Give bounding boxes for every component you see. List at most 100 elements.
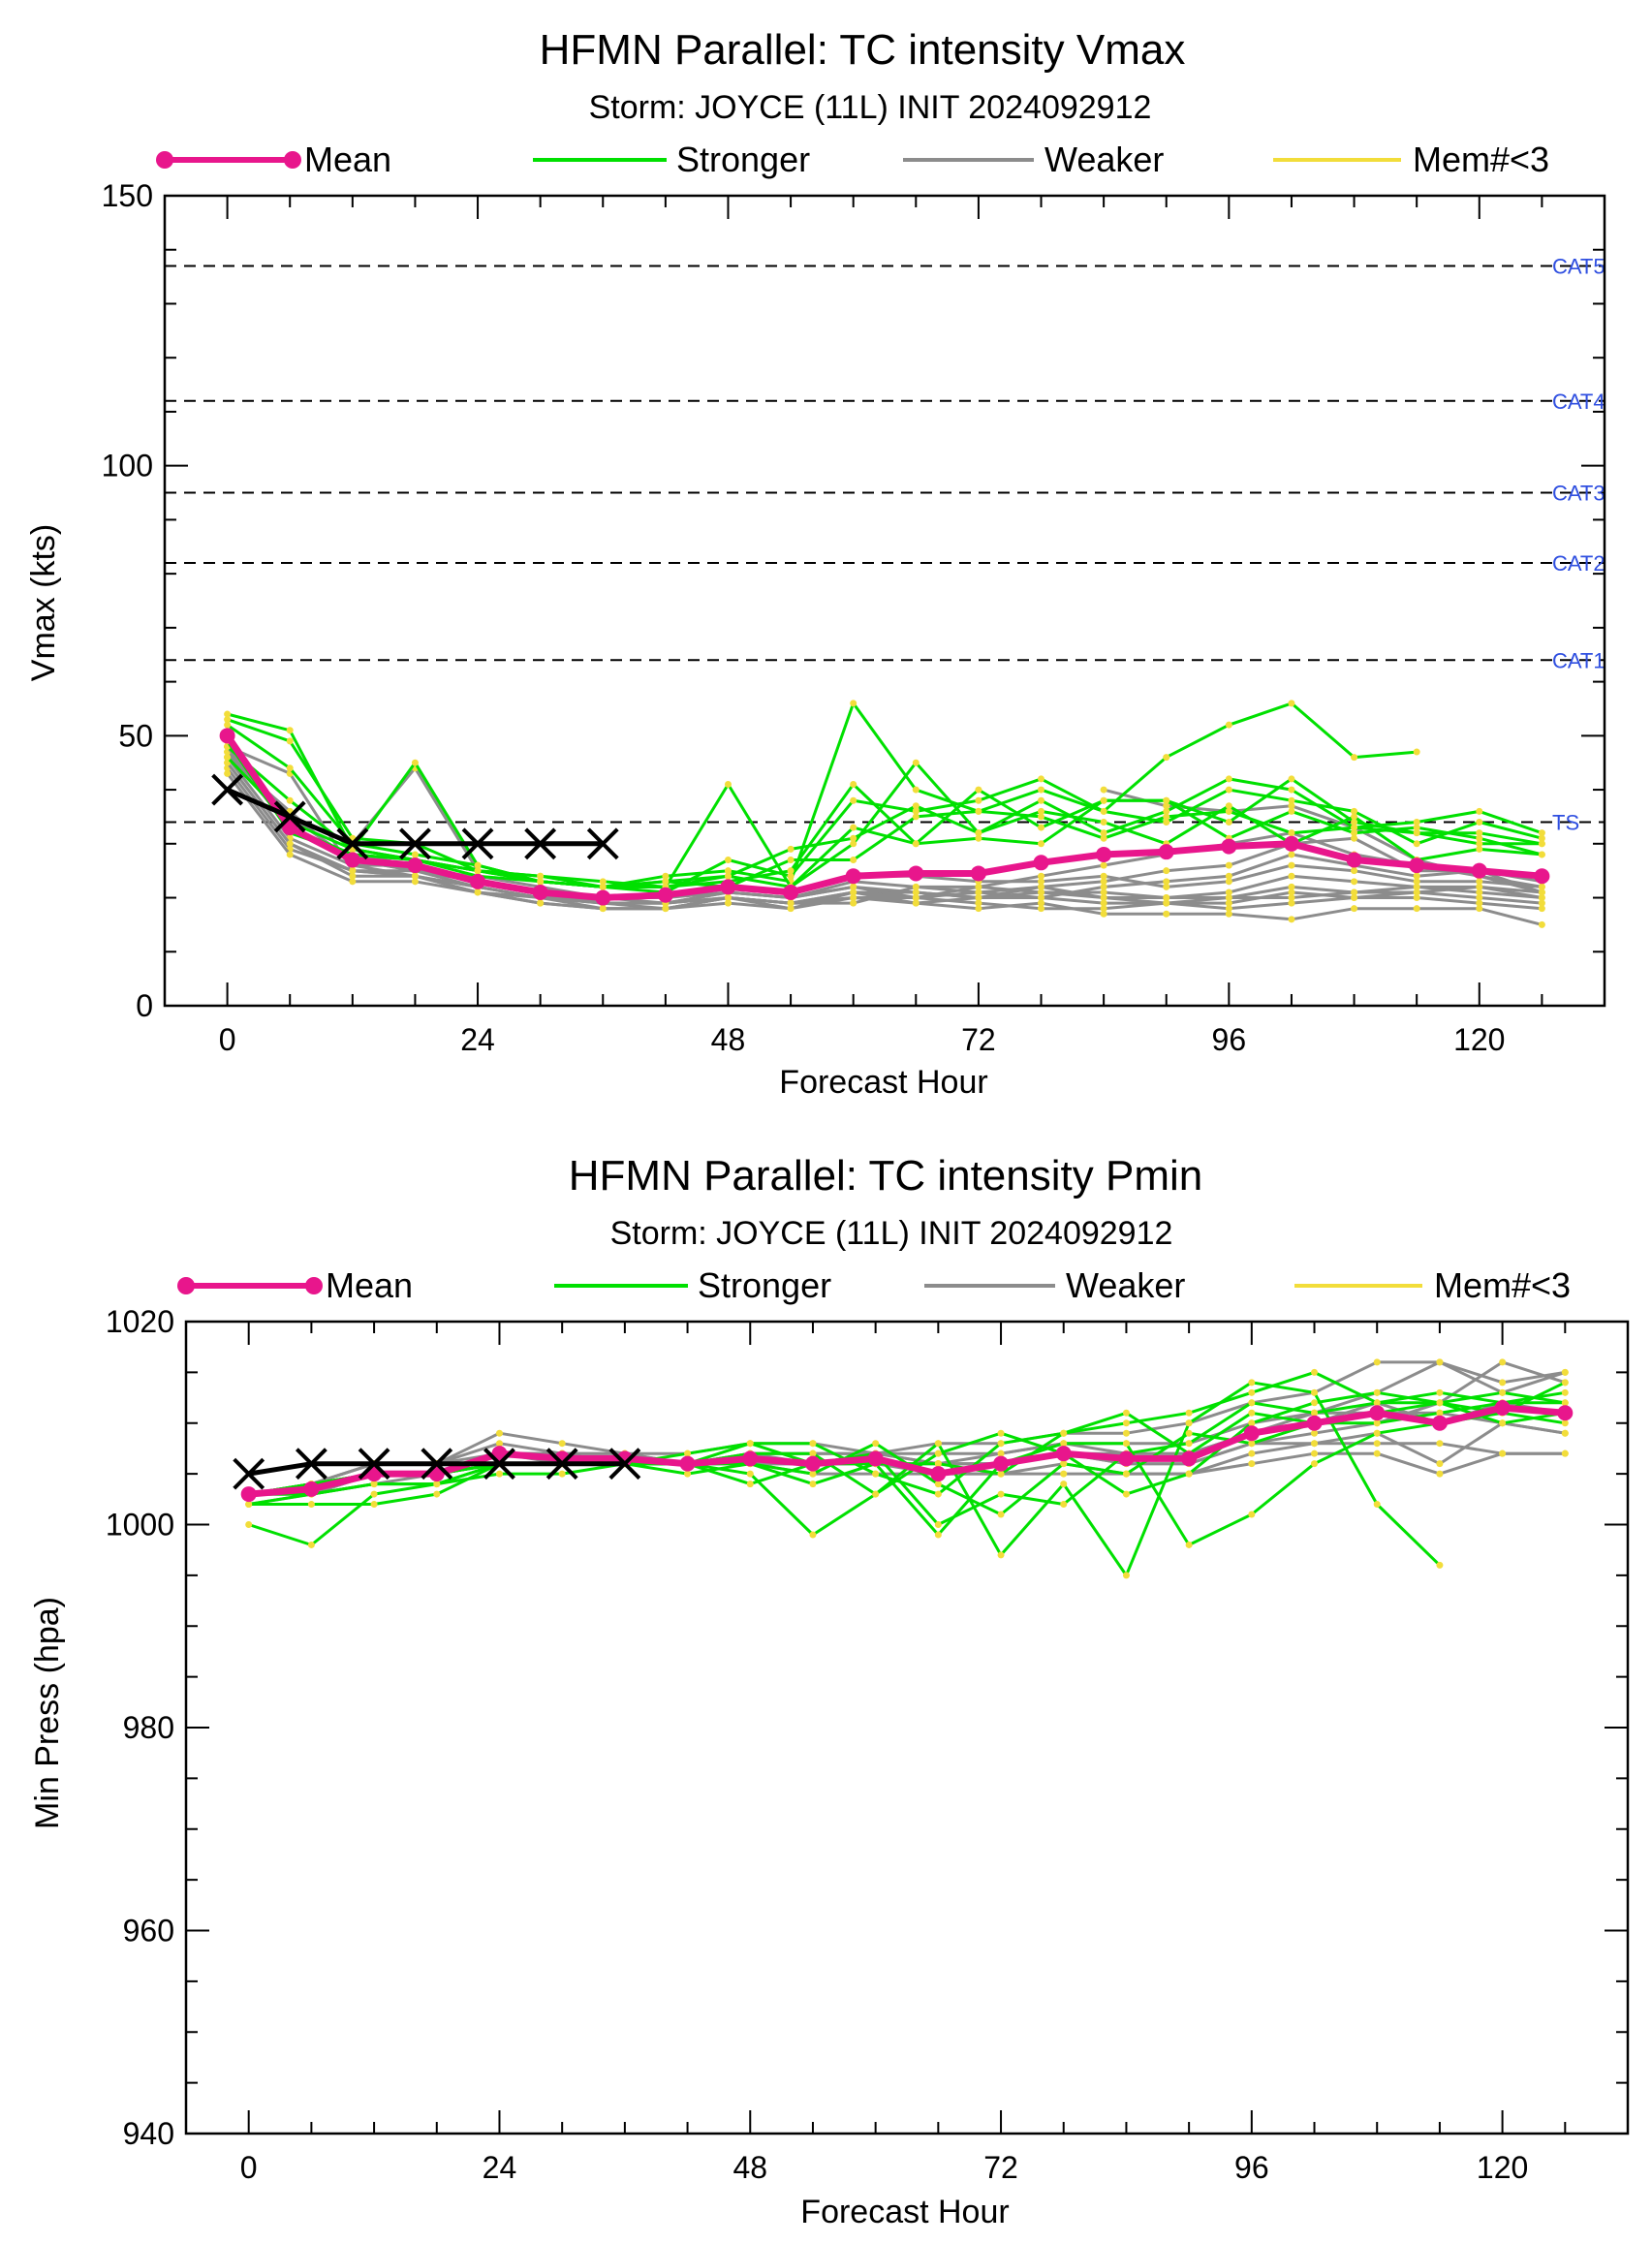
stronger-member-point xyxy=(1163,754,1170,762)
stronger-member-point xyxy=(1476,819,1483,826)
stronger-member-point xyxy=(1436,1409,1444,1417)
stronger-member-point xyxy=(850,700,857,707)
weaker-member-point xyxy=(1476,894,1483,902)
observed-marker xyxy=(524,827,557,860)
stronger-member-point xyxy=(787,845,795,853)
stronger-member-point xyxy=(912,759,920,766)
weaker-member-point xyxy=(850,883,857,890)
weaker-member-point xyxy=(1561,1429,1569,1437)
weaker-member-point xyxy=(1288,894,1295,902)
legend-mean-marker xyxy=(305,1277,323,1294)
weaker-member-point xyxy=(1373,1358,1381,1366)
stronger-member-line xyxy=(248,1370,1566,1496)
stronger-member-point xyxy=(245,1501,253,1509)
stronger-member-point xyxy=(850,834,857,842)
weaker-member-point xyxy=(1538,905,1545,913)
weaker-member-point xyxy=(1038,872,1045,880)
stronger-member-point xyxy=(1561,1388,1569,1396)
mean-point xyxy=(1494,1400,1511,1417)
y-tick-label: 50 xyxy=(118,718,153,753)
stronger-member-point xyxy=(1436,1399,1444,1407)
weaker-member-point xyxy=(1100,899,1107,907)
stronger-member-point xyxy=(307,1501,315,1509)
weaker-member-point xyxy=(1100,883,1107,890)
stronger-member-point xyxy=(1185,1429,1193,1437)
mean-point xyxy=(1409,857,1425,874)
y-tick-label: 980 xyxy=(123,1710,174,1745)
stronger-member-point xyxy=(975,786,982,794)
stronger-member-point xyxy=(1351,824,1358,831)
weaker-member-point xyxy=(1476,899,1483,907)
stronger-member-point xyxy=(850,840,857,848)
weaker-member-point xyxy=(1436,1440,1444,1448)
legend-memlt3-label: Mem#<3 xyxy=(1413,140,1549,179)
weaker-member-point xyxy=(1351,867,1358,875)
vmax-x-axis-label: Forecast Hour xyxy=(779,1064,987,1101)
legend-weaker: Weaker xyxy=(903,140,1164,179)
mean-point xyxy=(282,820,298,836)
stronger-member-point xyxy=(1373,1388,1381,1396)
stronger-member-point xyxy=(1248,1511,1256,1518)
stronger-member-point xyxy=(1248,1409,1256,1417)
weaker-member-point xyxy=(912,883,920,890)
weaker-member-point xyxy=(1163,899,1170,907)
stronger-member-point xyxy=(286,727,294,734)
weaker-member-point xyxy=(1100,861,1107,869)
weaker-member-point xyxy=(724,899,732,907)
stronger-member-point xyxy=(1373,1429,1381,1437)
stronger-member-point xyxy=(997,1429,1005,1437)
weaker-member-point xyxy=(1100,872,1107,880)
stronger-member-point xyxy=(997,1470,1005,1478)
stronger-member-point xyxy=(370,1490,378,1498)
weaker-member-point xyxy=(1436,1460,1444,1468)
mean-point xyxy=(1221,838,1237,855)
weaker-member-line xyxy=(226,762,1543,911)
weaker-member-point xyxy=(787,899,795,907)
legend-mean: Mean xyxy=(156,140,391,179)
mean-point xyxy=(930,1466,947,1482)
stronger-member-point xyxy=(1436,1388,1444,1396)
x-tick-label: 24 xyxy=(460,1022,495,1057)
stronger-member-point xyxy=(684,1470,692,1478)
x-tick-label: 24 xyxy=(483,2150,517,2185)
weaker-member-point xyxy=(558,1440,566,1448)
stronger-member-point xyxy=(1185,1470,1193,1478)
stronger-member-point xyxy=(1413,748,1420,756)
weaker-member-point xyxy=(1225,910,1232,918)
stronger-member-point xyxy=(433,1480,441,1488)
observed-marker xyxy=(295,1448,327,1480)
stronger-member-point xyxy=(724,857,732,864)
stronger-member-point xyxy=(1248,1388,1256,1396)
weaker-member-point xyxy=(1163,878,1170,886)
stronger-member-point xyxy=(746,1440,754,1448)
stronger-member-point xyxy=(1038,786,1045,794)
mean-point xyxy=(1158,844,1174,860)
mean-point xyxy=(1118,1450,1135,1467)
stronger-member-point xyxy=(746,1470,754,1478)
weaker-member-point xyxy=(1538,894,1545,902)
vmax-chart-subtitle: Storm: JOYCE (11L) INIT 2024092912 xyxy=(589,89,1152,126)
weaker-member-point xyxy=(1100,786,1107,794)
stronger-member-point xyxy=(1538,834,1545,842)
x-tick-label: 48 xyxy=(711,1022,746,1057)
x-tick-label: 96 xyxy=(1234,2150,1269,2185)
weaker-member-point xyxy=(1163,883,1170,890)
mean-point xyxy=(303,1480,320,1497)
stronger-member-point xyxy=(1248,1399,1256,1407)
stronger-member-point xyxy=(662,872,670,880)
weaker-member-point xyxy=(1122,1429,1130,1437)
stronger-member-point xyxy=(787,867,795,875)
legend-weaker: Weaker xyxy=(924,1265,1185,1305)
stronger-member-point xyxy=(1060,1460,1068,1468)
mean-point xyxy=(240,1486,257,1503)
observed-marker xyxy=(421,1448,453,1480)
mean-point xyxy=(970,865,986,882)
stronger-member-point xyxy=(1060,1501,1068,1509)
weaker-member-point xyxy=(1499,1379,1507,1387)
weaker-member-point xyxy=(495,1440,503,1448)
stronger-member-point xyxy=(1561,1419,1569,1427)
weaker-member-point xyxy=(1288,883,1295,890)
weaker-member-point xyxy=(1351,894,1358,902)
stronger-member-point xyxy=(1288,775,1295,783)
